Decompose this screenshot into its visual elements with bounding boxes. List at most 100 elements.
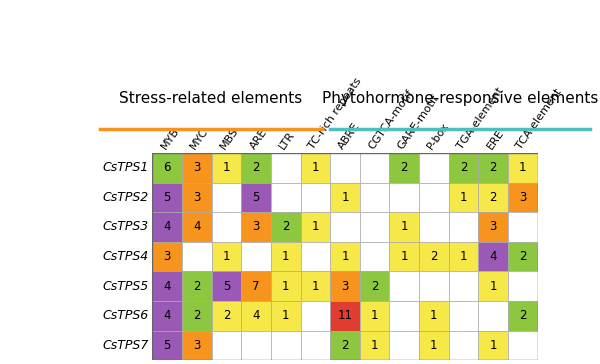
Text: 3: 3 — [490, 221, 497, 233]
Text: Stress-related elements: Stress-related elements — [119, 91, 302, 106]
Text: 2: 2 — [519, 309, 527, 323]
Bar — [241, 182, 271, 212]
Text: ARE: ARE — [248, 127, 269, 151]
Bar — [152, 153, 182, 182]
Text: CsTPS7: CsTPS7 — [103, 339, 149, 352]
Bar — [182, 272, 212, 301]
Bar — [389, 331, 419, 360]
Text: 5: 5 — [163, 191, 171, 204]
Text: 3: 3 — [193, 191, 200, 204]
Text: 11: 11 — [337, 309, 353, 323]
Bar — [449, 301, 478, 331]
Bar — [508, 182, 538, 212]
Bar — [360, 153, 389, 182]
Bar — [301, 153, 330, 182]
Text: 1: 1 — [401, 250, 408, 263]
Bar — [508, 331, 538, 360]
Bar — [508, 301, 538, 331]
Text: 2: 2 — [253, 161, 260, 174]
Bar — [508, 212, 538, 242]
Text: MYC: MYC — [188, 126, 210, 151]
Text: 1: 1 — [311, 280, 319, 293]
Bar — [271, 212, 301, 242]
Bar — [330, 212, 360, 242]
Bar — [330, 242, 360, 272]
Bar — [360, 331, 389, 360]
Text: 5: 5 — [163, 339, 171, 352]
Text: 2: 2 — [193, 309, 200, 323]
Text: CGTCA-motif: CGTCA-motif — [367, 88, 415, 151]
Bar — [478, 301, 508, 331]
Bar — [301, 212, 330, 242]
Text: 1: 1 — [430, 309, 437, 323]
Text: 1: 1 — [519, 161, 527, 174]
Text: 3: 3 — [341, 280, 349, 293]
Text: 4: 4 — [490, 250, 497, 263]
Text: GARE-motif: GARE-motif — [396, 93, 441, 151]
Bar — [212, 153, 241, 182]
Text: 1: 1 — [430, 339, 437, 352]
Bar — [212, 301, 241, 331]
Text: 4: 4 — [163, 309, 171, 323]
Bar — [182, 242, 212, 272]
Bar — [212, 212, 241, 242]
Bar — [182, 301, 212, 331]
Text: 1: 1 — [401, 221, 408, 233]
Bar — [301, 331, 330, 360]
Bar — [508, 242, 538, 272]
Text: 5: 5 — [223, 280, 230, 293]
Bar — [419, 153, 449, 182]
Bar — [389, 153, 419, 182]
Bar — [212, 272, 241, 301]
Text: 4: 4 — [163, 280, 171, 293]
Text: CsTPS2: CsTPS2 — [103, 191, 149, 204]
Bar — [301, 242, 330, 272]
Text: 1: 1 — [282, 280, 289, 293]
Bar — [152, 301, 182, 331]
Bar — [478, 212, 508, 242]
Bar — [478, 331, 508, 360]
Text: CsTPS4: CsTPS4 — [103, 250, 149, 263]
Bar — [330, 182, 360, 212]
Bar — [389, 182, 419, 212]
Bar — [301, 272, 330, 301]
Bar — [182, 182, 212, 212]
Bar — [212, 242, 241, 272]
Text: 1: 1 — [460, 250, 467, 263]
Text: 2: 2 — [282, 221, 289, 233]
Bar — [301, 301, 330, 331]
Bar — [360, 301, 389, 331]
Bar — [360, 272, 389, 301]
Text: 1: 1 — [311, 221, 319, 233]
Bar — [419, 272, 449, 301]
Bar — [241, 272, 271, 301]
Text: 4: 4 — [253, 309, 260, 323]
Text: 2: 2 — [430, 250, 437, 263]
Text: 2: 2 — [401, 161, 408, 174]
Text: 4: 4 — [163, 221, 171, 233]
Bar — [212, 331, 241, 360]
Text: 2: 2 — [460, 161, 467, 174]
Bar — [419, 242, 449, 272]
Bar — [241, 153, 271, 182]
Bar — [360, 182, 389, 212]
Bar — [212, 182, 241, 212]
Text: 3: 3 — [253, 221, 260, 233]
Text: 2: 2 — [223, 309, 230, 323]
Bar — [152, 272, 182, 301]
Text: 2: 2 — [341, 339, 349, 352]
Bar — [152, 331, 182, 360]
Text: 1: 1 — [490, 339, 497, 352]
Text: 3: 3 — [193, 339, 200, 352]
Bar — [449, 153, 478, 182]
Text: 1: 1 — [371, 339, 379, 352]
Bar — [449, 242, 478, 272]
Text: ABRE: ABRE — [337, 121, 362, 151]
Bar — [419, 331, 449, 360]
Text: 4: 4 — [193, 221, 200, 233]
Text: 1: 1 — [490, 280, 497, 293]
Bar — [478, 272, 508, 301]
Text: 3: 3 — [193, 161, 200, 174]
Bar — [478, 182, 508, 212]
Bar — [419, 182, 449, 212]
